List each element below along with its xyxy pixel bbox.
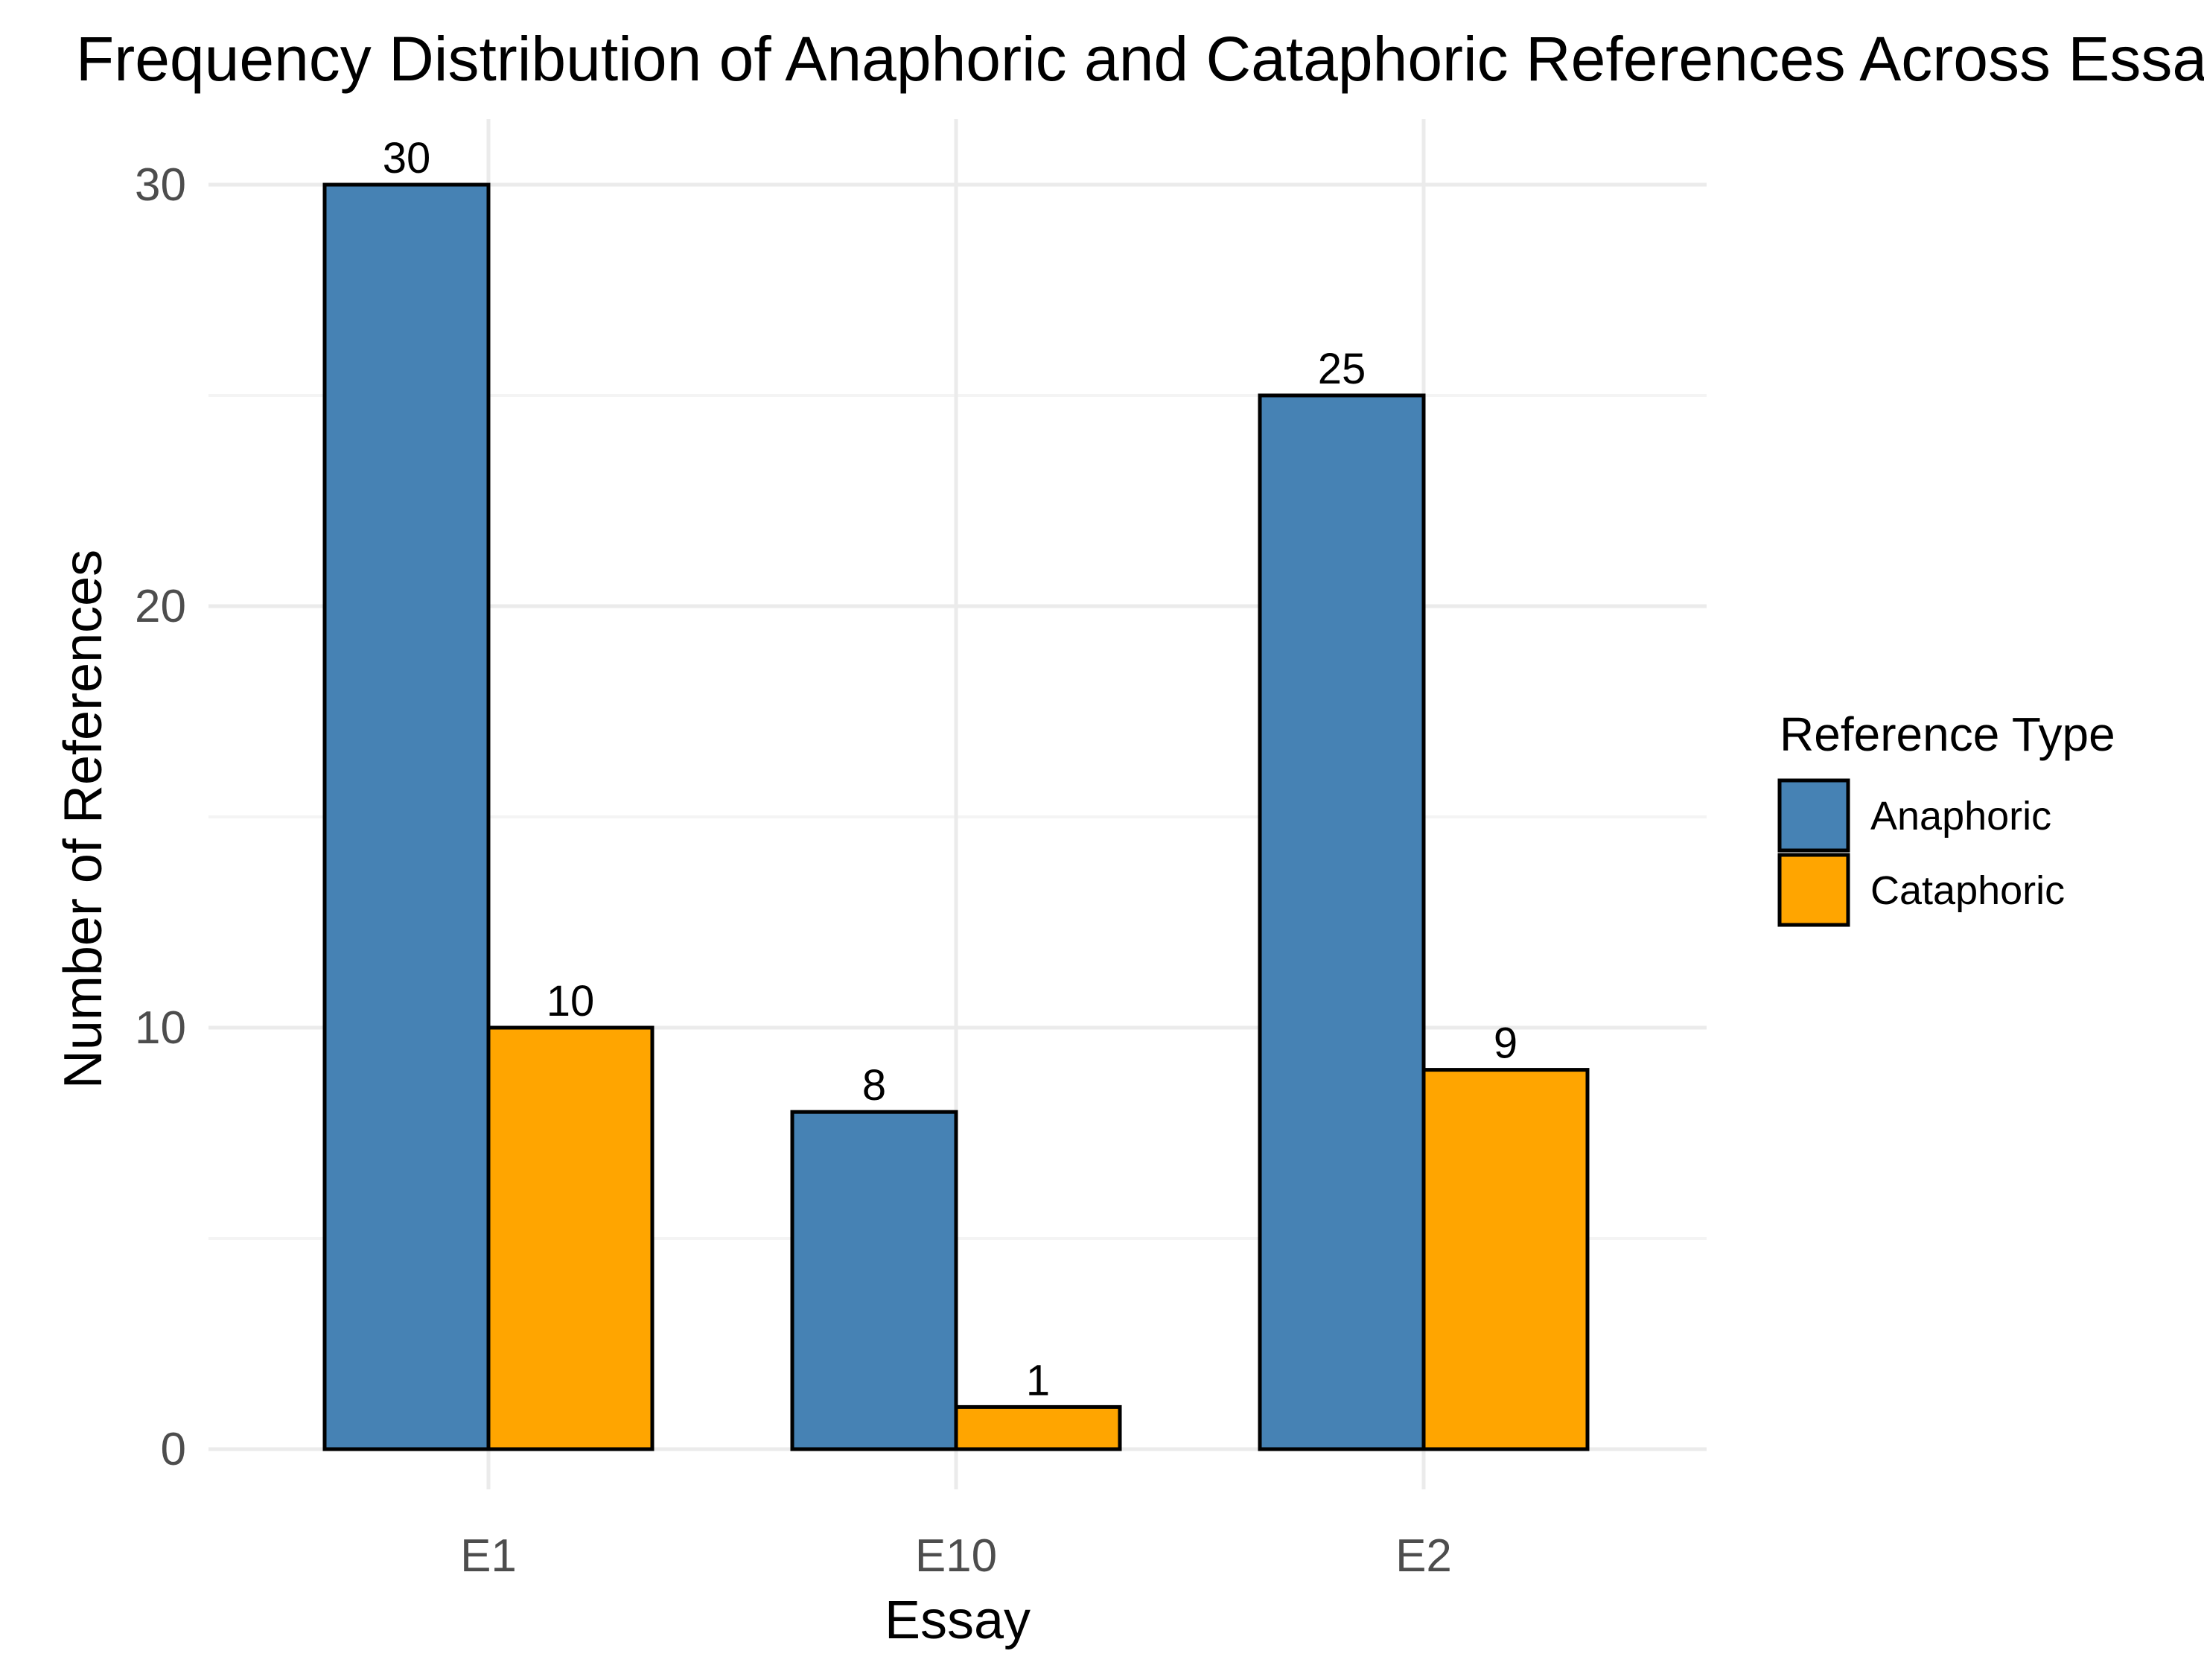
legend-label-cataphoric: Cataphoric bbox=[1870, 868, 2065, 913]
data-label: 1 bbox=[1026, 1356, 1050, 1404]
legend-key-anaphoric bbox=[1777, 778, 1850, 853]
legend-label-anaphoric: Anaphoric bbox=[1870, 794, 2051, 839]
data-label: 30 bbox=[383, 134, 431, 182]
y-axis-title: Number of References bbox=[54, 550, 113, 1089]
bar-cataphoric-e1 bbox=[486, 1025, 654, 1451]
x-tick-label: E10 bbox=[915, 1530, 997, 1582]
y-tick-label: 30 bbox=[135, 159, 186, 211]
bar-anaphoric-e1 bbox=[322, 182, 491, 1451]
chart-title: Frequency Distribution of Anaphoric and … bbox=[76, 24, 2204, 94]
x-tick-label: E1 bbox=[460, 1530, 517, 1582]
x-axis-title: Essay bbox=[885, 1591, 1031, 1650]
bar-anaphoric-e2 bbox=[1258, 393, 1426, 1451]
legend-items: Anaphoric Cataphoric bbox=[1777, 778, 2065, 927]
y-tick-label: 10 bbox=[135, 1002, 186, 1054]
y-tick-label: 20 bbox=[135, 581, 186, 632]
axes: 0 10 20 30 E1 E10 E2 bbox=[135, 159, 1452, 1582]
bar-cataphoric-e10 bbox=[954, 1404, 1122, 1451]
data-labels: 30 8 25 10 1 9 bbox=[383, 134, 1517, 1404]
legend-title: Reference Type bbox=[1780, 707, 2115, 761]
data-label: 8 bbox=[862, 1061, 886, 1110]
bar-cataphoric-e2 bbox=[1421, 1068, 1590, 1451]
legend: Reference Type Anaphoric Cataphoric bbox=[1777, 707, 2115, 927]
x-tick-label: E2 bbox=[1395, 1530, 1452, 1582]
bars bbox=[322, 182, 1590, 1451]
data-label: 25 bbox=[1318, 345, 1366, 393]
y-tick-label: 0 bbox=[161, 1424, 186, 1475]
data-label: 10 bbox=[547, 977, 595, 1025]
data-label: 9 bbox=[1494, 1019, 1517, 1068]
bar-anaphoric-e10 bbox=[790, 1110, 958, 1451]
legend-key-cataphoric bbox=[1777, 853, 1850, 927]
